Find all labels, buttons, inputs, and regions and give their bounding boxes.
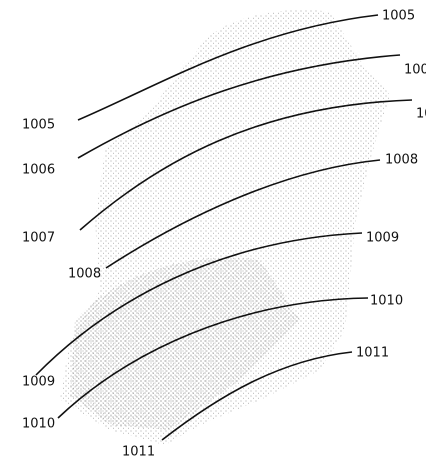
isobar-label: 1007 bbox=[22, 231, 55, 246]
isobar-line bbox=[161, 351, 353, 441]
isobar-line bbox=[77, 54, 401, 159]
isobar-label: 1007 bbox=[416, 107, 426, 122]
isobar-line bbox=[77, 14, 379, 121]
stippled-area-dense bbox=[70, 257, 300, 430]
isobar-label: 1006 bbox=[404, 63, 426, 78]
isobar-label: 1009 bbox=[22, 375, 55, 390]
isobar-label: 1008 bbox=[385, 153, 418, 168]
isobar-label: 1005 bbox=[382, 9, 415, 24]
isobar-line bbox=[79, 99, 413, 231]
isobar-label: 1006 bbox=[22, 163, 55, 178]
isobars: 1005 1005 1006 1006 1007 1007 1008 1008 1009 1009… bbox=[22, 9, 426, 460]
isobar-label: 1008 bbox=[68, 267, 101, 282]
isobar-label: 1010 bbox=[370, 294, 403, 309]
isobar-line bbox=[35, 232, 363, 376]
isobar-label: 1010 bbox=[22, 417, 55, 432]
isobar-label: 1011 bbox=[356, 346, 389, 361]
isobar-label: 1005 bbox=[22, 118, 55, 133]
isobar-label: 1011 bbox=[122, 445, 155, 460]
isobar-label: 1009 bbox=[366, 231, 399, 246]
isobar-line bbox=[105, 159, 381, 269]
isobar-line bbox=[57, 297, 369, 419]
